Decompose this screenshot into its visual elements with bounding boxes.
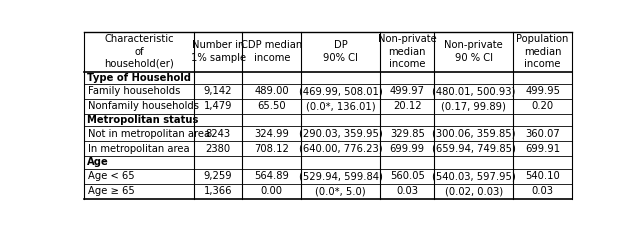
Text: 20.12: 20.12: [393, 101, 422, 111]
Text: Population
median
income: Population median income: [516, 34, 569, 69]
Text: Age: Age: [87, 157, 109, 167]
Text: Nonfamily households: Nonfamily households: [88, 101, 199, 111]
Text: 65.50: 65.50: [257, 101, 286, 111]
Text: Age < 65: Age < 65: [88, 171, 134, 181]
Text: Age ≥ 65: Age ≥ 65: [88, 186, 134, 196]
Text: Metropolitan status: Metropolitan status: [87, 115, 198, 125]
Text: 560.05: 560.05: [390, 171, 425, 181]
Text: 360.07: 360.07: [525, 129, 560, 139]
Text: 0.20: 0.20: [532, 101, 554, 111]
Text: 8243: 8243: [205, 129, 230, 139]
Text: (300.06, 359.85): (300.06, 359.85): [432, 129, 515, 139]
Text: Family households: Family households: [88, 86, 180, 96]
Text: Number in
1% sample: Number in 1% sample: [191, 40, 246, 63]
Text: 1,366: 1,366: [204, 186, 232, 196]
Text: Type of Household: Type of Household: [87, 73, 191, 83]
Text: Characteristic
of
household(er): Characteristic of household(er): [104, 34, 174, 69]
Text: Not in metropolitan area: Not in metropolitan area: [88, 129, 210, 139]
Text: (659.94, 749.85): (659.94, 749.85): [432, 144, 516, 154]
Text: Non-private
median
income: Non-private median income: [378, 34, 436, 69]
Text: 699.99: 699.99: [390, 144, 425, 154]
Text: (640.00, 776.23): (640.00, 776.23): [299, 144, 383, 154]
Text: 2380: 2380: [205, 144, 230, 154]
Text: (529.94, 599.84): (529.94, 599.84): [299, 171, 383, 181]
Text: (540.03, 597.95): (540.03, 597.95): [432, 171, 516, 181]
Text: (290.03, 359.95): (290.03, 359.95): [299, 129, 383, 139]
Text: 499.95: 499.95: [525, 86, 560, 96]
Text: 0.03: 0.03: [532, 186, 554, 196]
Text: 699.91: 699.91: [525, 144, 560, 154]
Text: 564.89: 564.89: [254, 171, 289, 181]
Text: 540.10: 540.10: [525, 171, 560, 181]
Text: (0.0*, 5.0): (0.0*, 5.0): [316, 186, 366, 196]
Text: 9,142: 9,142: [204, 86, 232, 96]
Text: 329.85: 329.85: [390, 129, 425, 139]
Text: 0.00: 0.00: [260, 186, 283, 196]
Text: 9,259: 9,259: [204, 171, 232, 181]
Text: 1,479: 1,479: [204, 101, 232, 111]
Text: (0.0*, 136.01): (0.0*, 136.01): [306, 101, 376, 111]
Text: 499.97: 499.97: [390, 86, 425, 96]
Text: (469.99, 508.01): (469.99, 508.01): [299, 86, 383, 96]
Text: In metropolitan area: In metropolitan area: [88, 144, 189, 154]
Text: (0.02, 0.03): (0.02, 0.03): [445, 186, 502, 196]
Text: (0.17, 99.89): (0.17, 99.89): [441, 101, 506, 111]
Text: 0.03: 0.03: [396, 186, 418, 196]
Text: DP
90% CI: DP 90% CI: [323, 40, 358, 63]
Text: 324.99: 324.99: [254, 129, 289, 139]
Text: CDP median
income: CDP median income: [241, 40, 303, 63]
Text: Non-private
90 % CI: Non-private 90 % CI: [444, 40, 503, 63]
Text: 489.00: 489.00: [255, 86, 289, 96]
Text: 708.12: 708.12: [254, 144, 289, 154]
Text: (480.01, 500.93): (480.01, 500.93): [432, 86, 515, 96]
